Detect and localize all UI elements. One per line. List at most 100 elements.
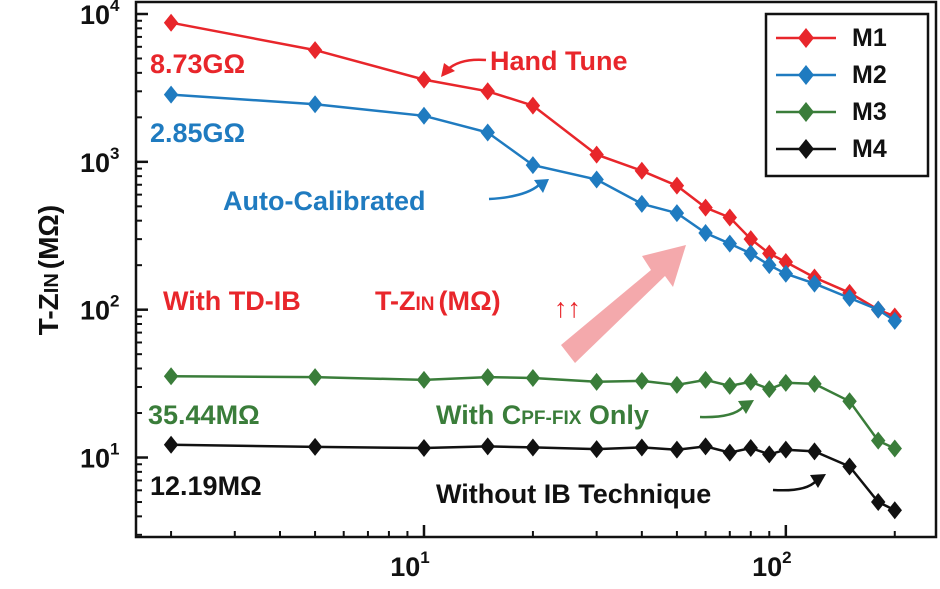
y-tick-base: 10	[80, 296, 110, 326]
data-point	[589, 170, 604, 189]
legend-entry-m4: M4	[776, 135, 887, 163]
series-m2	[163, 85, 902, 330]
legend-marker	[798, 65, 814, 85]
data-point	[778, 264, 794, 283]
data-point	[871, 431, 886, 450]
data-point	[778, 440, 794, 459]
data-point	[698, 370, 713, 389]
legend-entry-m2: M2	[776, 61, 887, 89]
annotation-m1-start: 8.73GΩ	[150, 49, 245, 79]
annotation-tzin-sub: IN	[416, 294, 435, 315]
data-point	[634, 161, 650, 180]
y-tick-base: 10	[80, 444, 110, 474]
y-tick-label: 103	[80, 144, 120, 178]
data-point	[887, 311, 902, 330]
trend-arrow	[561, 245, 686, 363]
y-tick-label: 104	[80, 0, 120, 30]
data-point	[525, 156, 541, 175]
annotation-without-ib: Without IB Technique	[436, 479, 711, 509]
legend-label: M3	[852, 98, 887, 126]
data-point	[743, 244, 758, 263]
data-point	[307, 368, 323, 387]
legend-marker	[798, 102, 814, 122]
legend-entry-m3: M3	[776, 98, 887, 126]
data-point	[634, 194, 650, 213]
annotation-hand-tune: Hand Tune	[490, 46, 628, 76]
data-point	[163, 85, 179, 104]
data-point	[778, 373, 794, 392]
data-point	[669, 375, 685, 394]
data-point	[307, 41, 323, 60]
annotation-tzin-prefix: T-Z	[375, 286, 416, 316]
cpf-fix-leader	[699, 406, 744, 419]
data-point	[669, 204, 685, 223]
data-point	[807, 274, 822, 293]
data-point	[589, 145, 604, 164]
data-point	[762, 380, 777, 399]
annotation-m3-start: 35.44MΩ	[148, 400, 260, 430]
data-point	[887, 439, 902, 458]
annotation-cpf-fix: With CPF-FIX Only	[436, 400, 649, 430]
data-point	[416, 370, 432, 389]
plot-frame	[134, 0, 938, 539]
series-m4	[163, 435, 902, 520]
data-point	[589, 372, 604, 391]
data-point	[842, 288, 857, 307]
data-point	[163, 435, 179, 454]
data-point	[525, 369, 541, 388]
data-point	[634, 371, 650, 390]
annotation-up-arrows: ↑↑	[554, 293, 581, 323]
data-point	[743, 372, 758, 391]
y-tick-exp: 3	[110, 144, 119, 163]
annotation-tzin: T-ZIN (MΩ)	[375, 286, 501, 316]
series-layer	[163, 13, 902, 520]
data-point	[698, 437, 713, 456]
legend-label: M1	[852, 24, 887, 52]
data-point	[307, 437, 323, 456]
y-tick-exp: 4	[110, 0, 120, 15]
trend-arrow-shape	[561, 245, 686, 363]
data-point	[762, 244, 777, 263]
y-axis-label-suffix: (MΩ)	[33, 205, 64, 269]
without-ib-leader	[772, 480, 817, 492]
legend-label: M2	[852, 61, 887, 89]
hand-tune-leader-head	[441, 63, 455, 77]
annotation-tzin-suffix: (MΩ)	[439, 286, 501, 316]
y-axis-label-sub: IN	[41, 273, 63, 293]
data-point	[871, 300, 886, 319]
legend-marker	[798, 28, 814, 48]
data-point	[722, 376, 737, 395]
x-tick-exp: 1	[420, 548, 429, 567]
y-tick-exp: 2	[110, 292, 119, 311]
x-tick-exp: 2	[782, 548, 791, 567]
y-tick-base: 10	[80, 0, 110, 30]
data-point	[480, 368, 495, 387]
cpf-fix-leader-head	[738, 400, 754, 414]
data-point	[698, 198, 713, 217]
data-point	[871, 493, 886, 512]
hand-tune-leader	[446, 58, 487, 71]
data-point	[589, 440, 604, 459]
data-point	[416, 106, 432, 125]
x-tick-label: 101	[390, 548, 430, 582]
annotation-m4-start: 12.19MΩ	[150, 471, 262, 501]
y-tick-exp: 1	[110, 440, 119, 459]
data-point	[762, 445, 777, 464]
y-tick-label: 102	[80, 292, 120, 326]
y-axis-label: T-ZIN (MΩ)	[33, 205, 64, 335]
data-point	[722, 208, 737, 227]
x-tick-base: 10	[752, 552, 782, 582]
data-point	[807, 442, 822, 461]
legend-marker	[798, 139, 814, 159]
data-point	[698, 224, 713, 243]
without-ib-leader-head	[810, 474, 826, 488]
data-point	[525, 438, 541, 457]
data-point	[743, 438, 758, 457]
data-point	[778, 253, 794, 272]
data-point	[480, 82, 495, 101]
data-point	[163, 13, 179, 32]
data-point	[887, 501, 902, 520]
